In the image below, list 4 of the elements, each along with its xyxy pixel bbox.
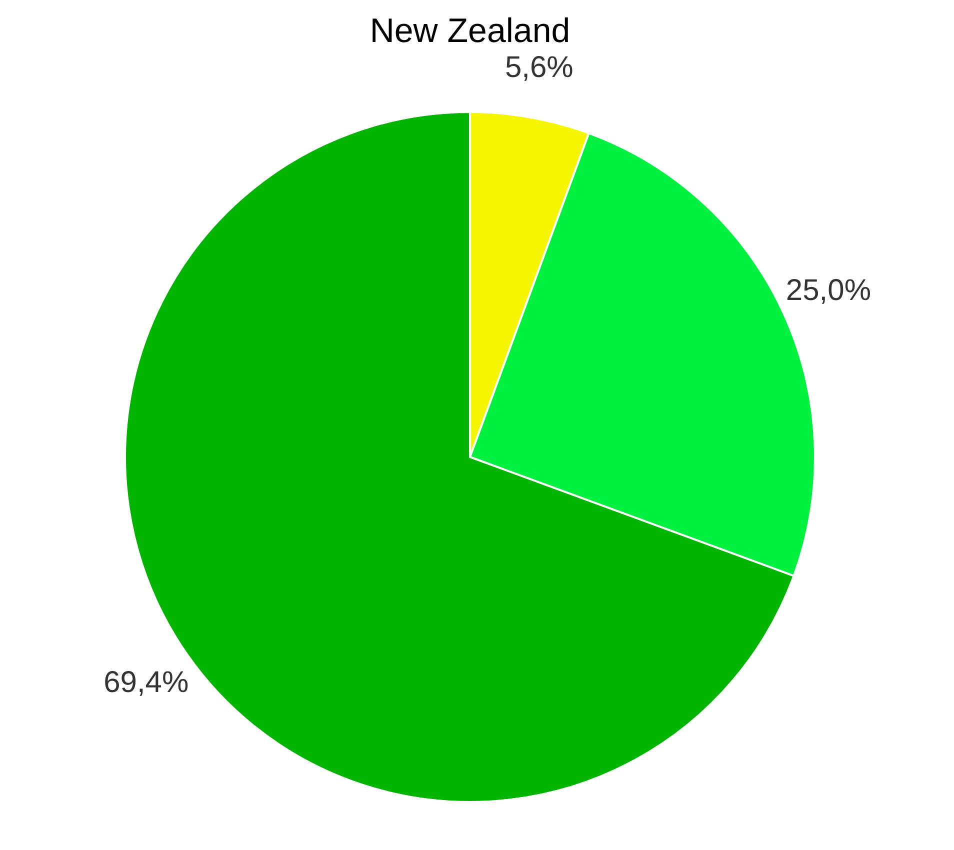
data-label: 25,0% [786,274,871,308]
chart-title: New Zealand [370,12,570,50]
data-label: 5,6% [504,51,574,84]
data-label: 69,4% [104,666,189,700]
